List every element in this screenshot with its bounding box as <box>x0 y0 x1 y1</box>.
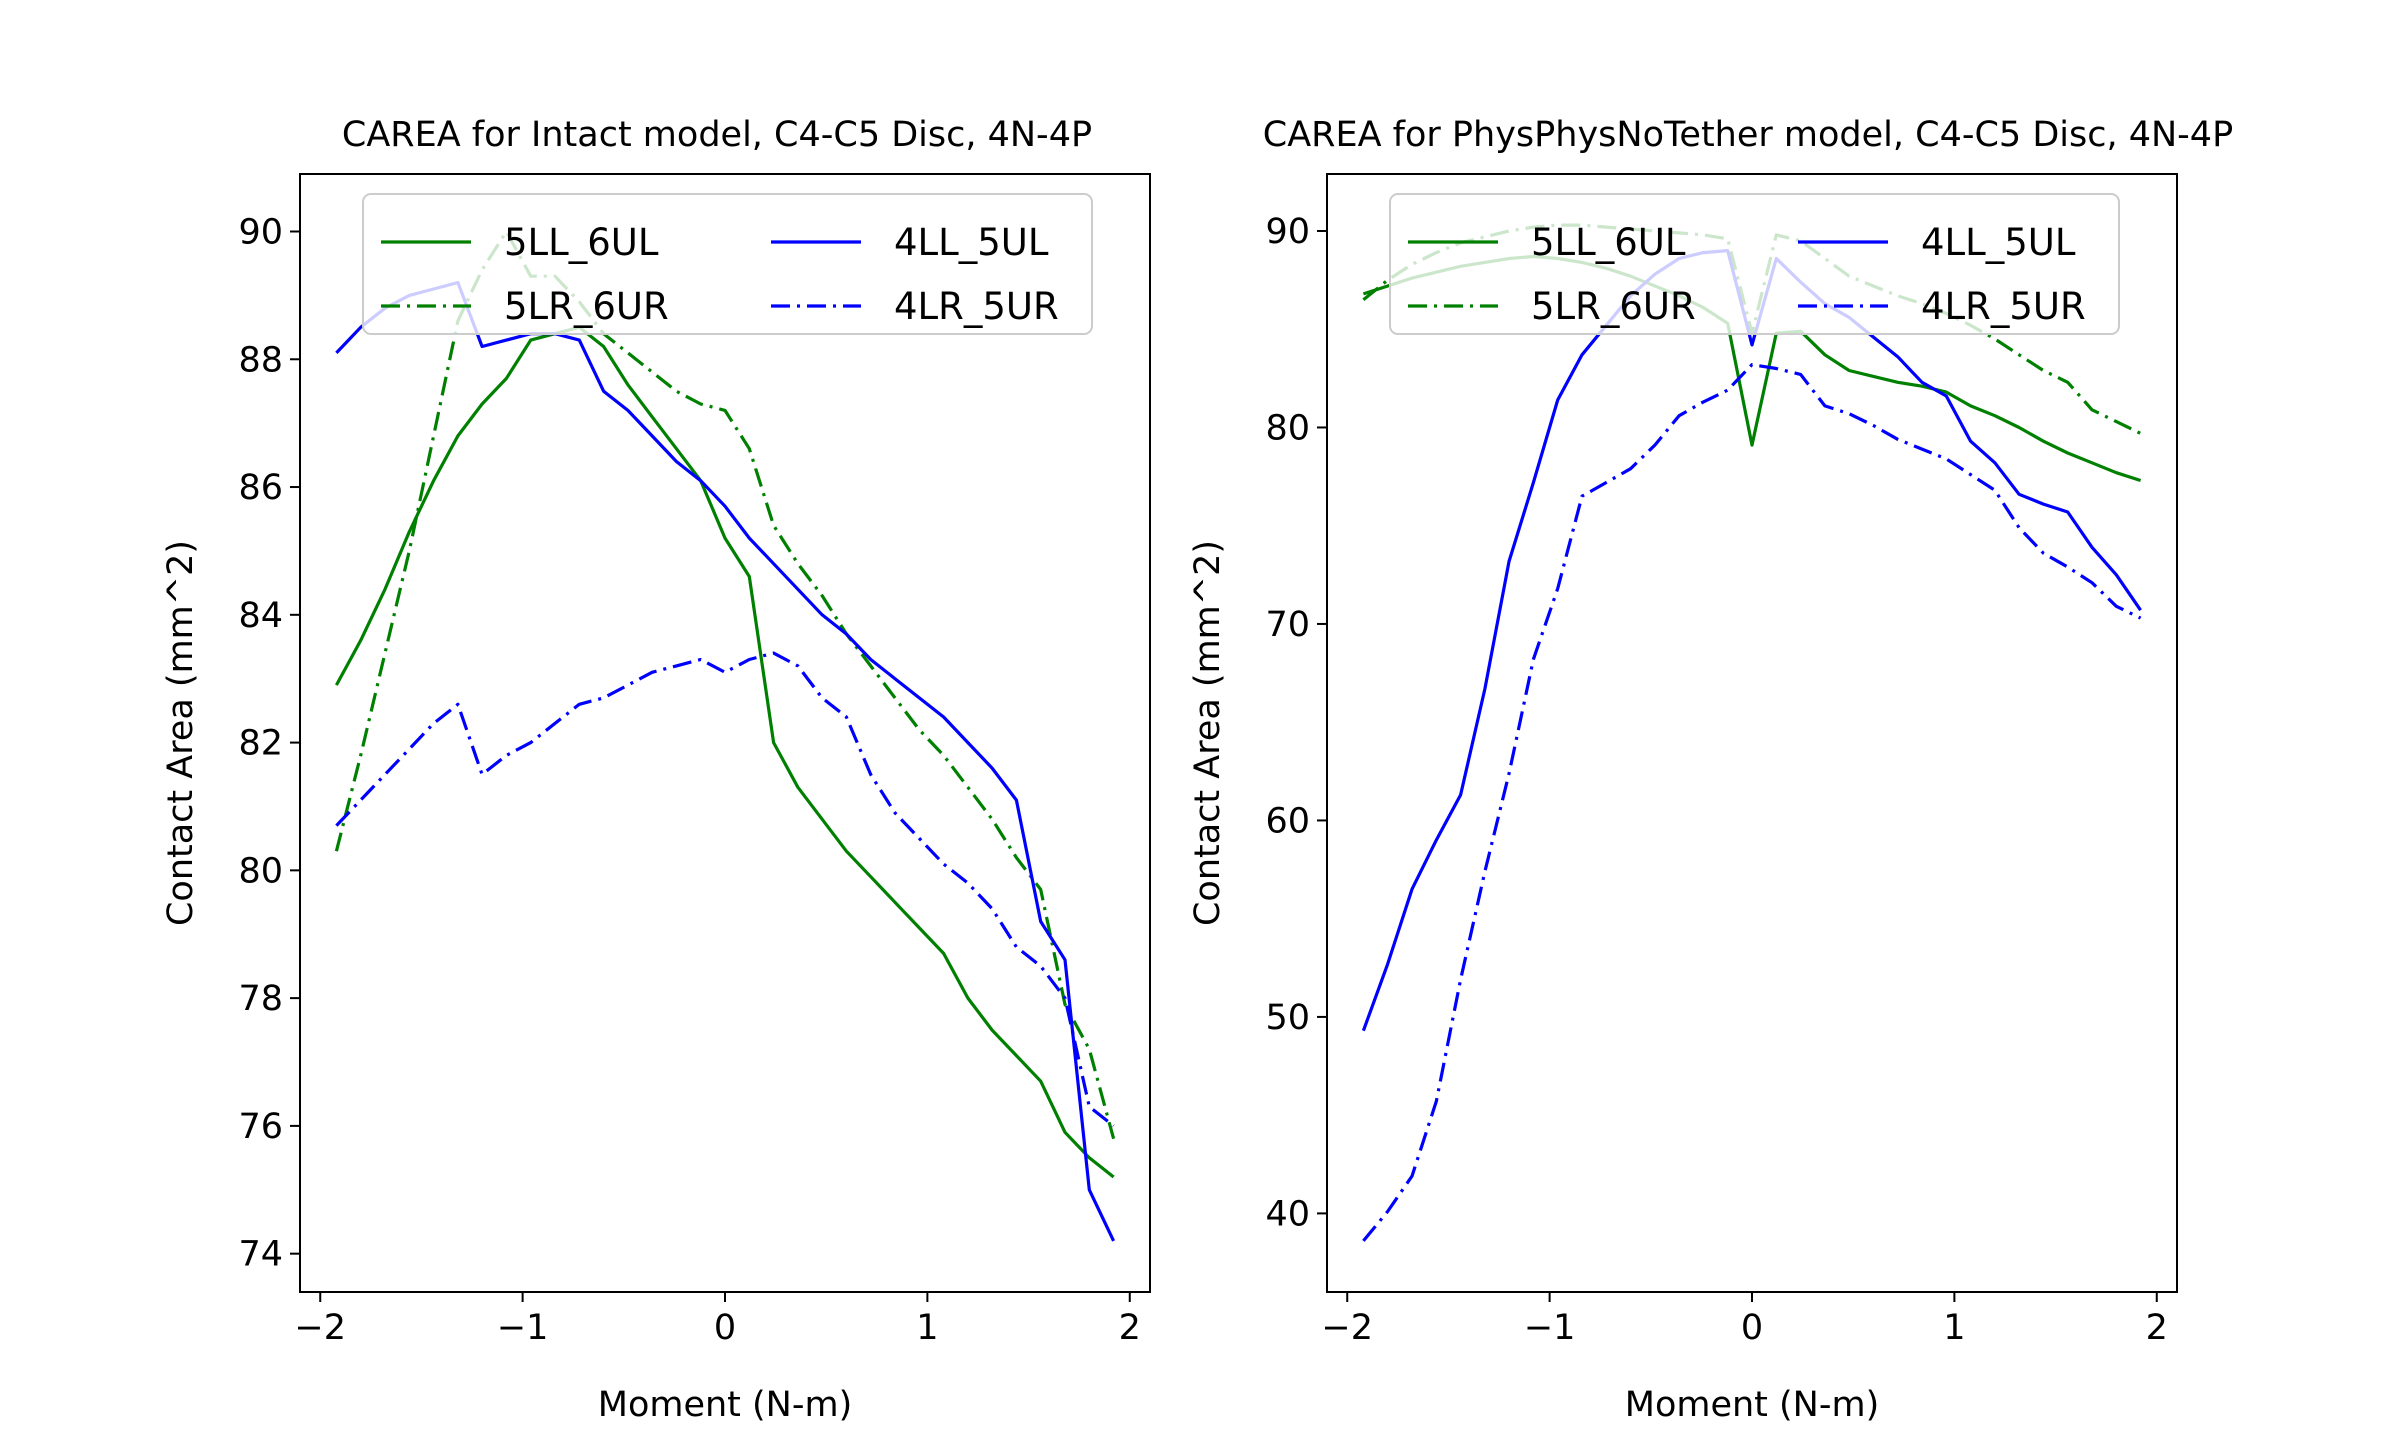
left-y-axis-label: Contact Area (mm^2) <box>161 540 201 926</box>
left-x-tick-label: 1 <box>916 1308 938 1348</box>
left-plot-lines <box>334 229 1116 1242</box>
right-y-tick-label: 50 <box>1265 998 1310 1038</box>
left-y-tick-label: 84 <box>238 596 283 636</box>
right-series-line-4ll-5ul <box>1361 249 2142 1032</box>
right-x-ticks: −2 −1 0 1 2 <box>1321 1292 2168 1348</box>
left-series-line-5ll-6ul <box>334 325 1115 1179</box>
right-y-ticks: 40 50 60 70 80 90 <box>1265 212 1327 1234</box>
left-y-tick-label: 90 <box>238 212 283 252</box>
right-legend-label: 5LL_6UL <box>1531 221 1686 264</box>
right-legend-label: 4LR_5UR <box>1921 285 2086 328</box>
left-y-ticks: 74 76 78 80 82 84 86 88 90 <box>238 212 300 1275</box>
right-plot-lines <box>1361 223 2142 1242</box>
right-legend-label: 5LR_6UR <box>1531 285 1696 328</box>
left-chart: −2 −1 0 1 2 74 76 78 80 82 84 86 88 90 CAREA for Int… <box>161 115 1151 1425</box>
right-x-tick-label: 0 <box>1741 1308 1763 1348</box>
right-x-axis-label: Moment (N-m) <box>1625 1385 1880 1425</box>
left-y-tick-label: 82 <box>238 724 283 764</box>
left-legend-label: 5LR_6UR <box>504 285 669 328</box>
left-y-tick-label: 86 <box>238 468 283 508</box>
right-series-line-4lr-5ur <box>1362 363 2142 1242</box>
right-y-tick-label: 70 <box>1265 605 1310 645</box>
right-y-axis-label: Contact Area (mm^2) <box>1188 540 1228 926</box>
left-x-tick-label: 0 <box>714 1308 736 1348</box>
left-y-tick-label: 88 <box>238 340 283 380</box>
left-chart-title: CAREA for Intact model, C4-C5 Disc, 4N-4… <box>342 115 1092 155</box>
left-series-line-4lr-5ur <box>335 651 1115 1128</box>
right-x-tick-label: −1 <box>1524 1308 1576 1348</box>
left-series-line-5lr-6ur <box>334 229 1116 1140</box>
right-y-tick-label: 60 <box>1265 801 1310 841</box>
left-y-tick-label: 80 <box>238 851 283 891</box>
left-legend-box <box>362 193 1093 335</box>
right-y-tick-label: 80 <box>1265 408 1310 448</box>
right-x-tick-label: −2 <box>1321 1308 1373 1348</box>
right-legend-box <box>1389 193 2120 335</box>
right-chart-title: CAREA for PhysPhysNoTether model, C4-C5 … <box>1263 115 2233 155</box>
left-series-line-4ll-5ul <box>335 281 1116 1242</box>
left-x-ticks: −2 −1 0 1 2 <box>294 1292 1141 1348</box>
left-legend-label: 5LL_6UL <box>504 221 659 264</box>
left-y-tick-label: 78 <box>238 979 283 1019</box>
left-legend-label: 4LR_5UR <box>894 285 1059 328</box>
left-x-tick-label: −1 <box>497 1308 549 1348</box>
left-legend: 5LL_6UL 5LR_6UR 4LL_5UL 4LR_5UR <box>362 193 1093 335</box>
left-y-tick-label: 74 <box>238 1235 283 1275</box>
left-x-axis-label: Moment (N-m) <box>598 1385 853 1425</box>
right-y-tick-label: 90 <box>1265 212 1310 252</box>
left-y-tick-label: 76 <box>238 1107 283 1147</box>
left-axes-frame <box>299 173 1151 1293</box>
left-legend-label: 4LL_5UL <box>894 221 1049 264</box>
right-x-tick-label: 2 <box>2146 1308 2168 1348</box>
right-legend: 5LL_6UL 5LR_6UR 4LL_5UL 4LR_5UR <box>1389 193 2120 335</box>
right-legend-label: 4LL_5UL <box>1921 221 2076 264</box>
right-x-tick-label: 1 <box>1943 1308 1965 1348</box>
left-x-tick-label: 2 <box>1119 1308 1141 1348</box>
left-x-tick-label: −2 <box>294 1308 346 1348</box>
right-y-tick-label: 40 <box>1265 1194 1310 1234</box>
right-chart: −2 −1 0 1 2 40 50 60 70 80 90 CAREA for PhysPhysN… <box>1188 115 2233 1425</box>
